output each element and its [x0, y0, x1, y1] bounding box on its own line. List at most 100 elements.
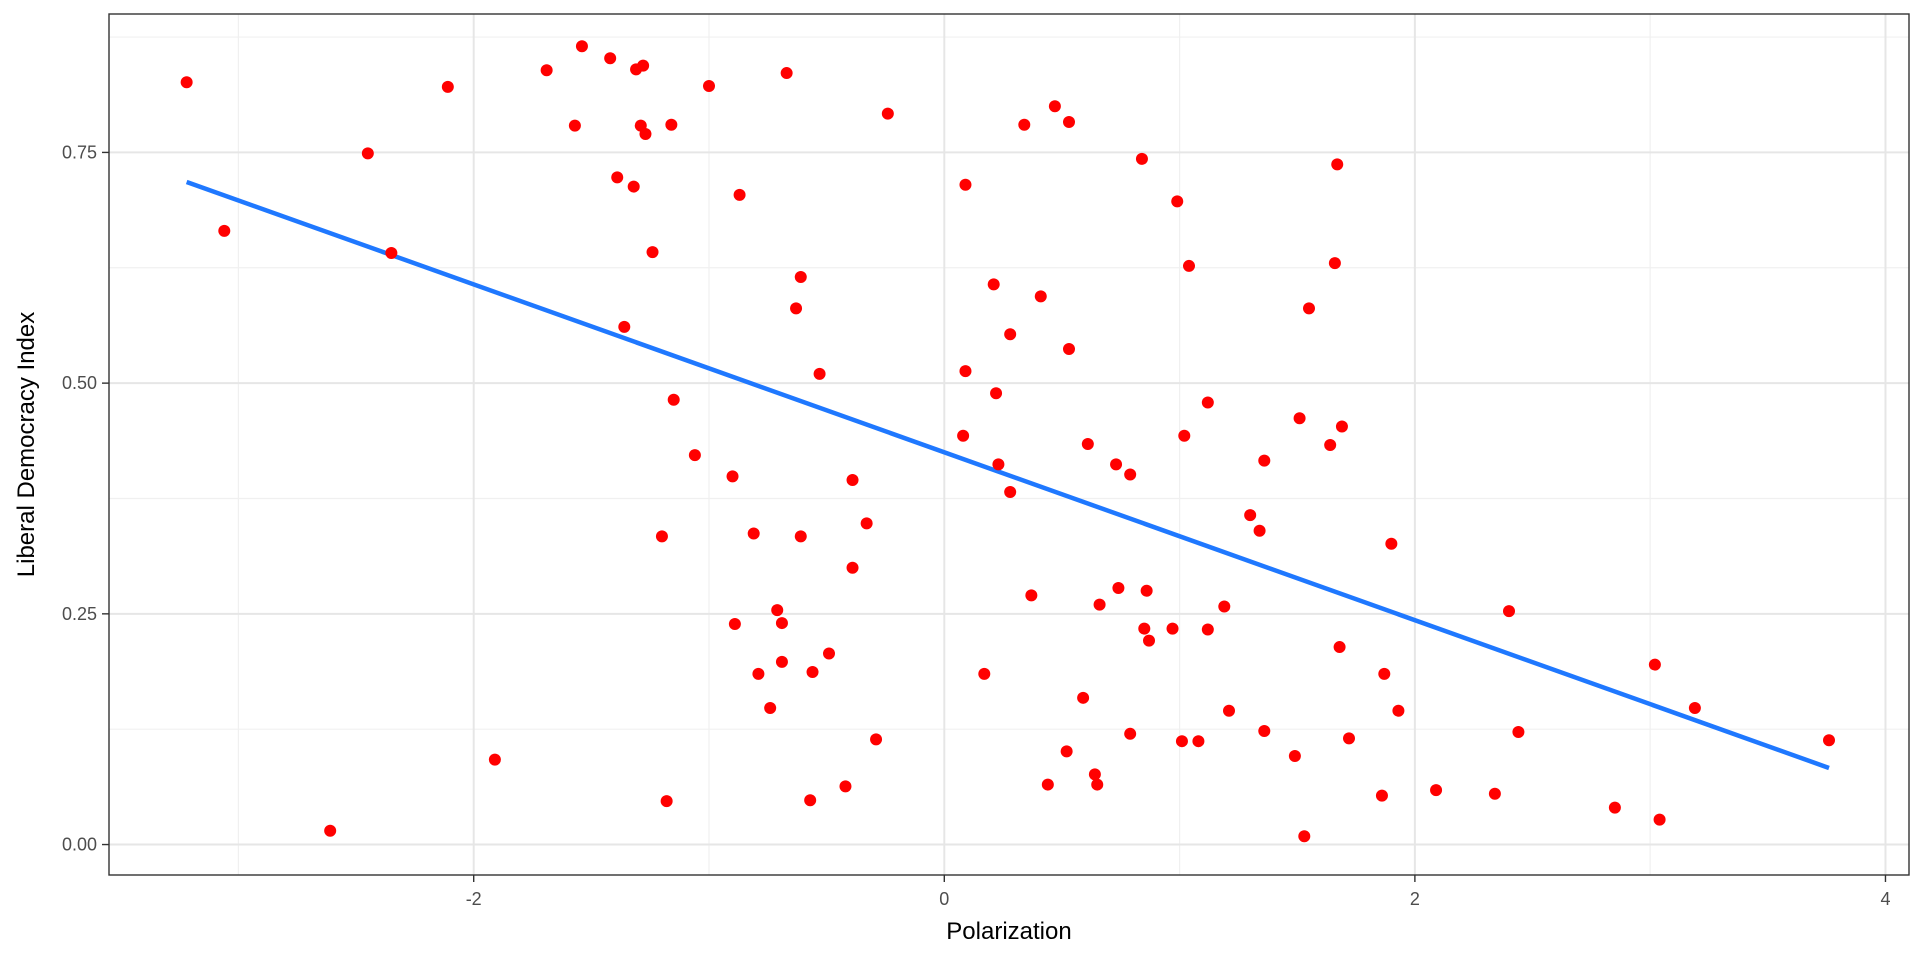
data-point — [1004, 486, 1017, 499]
data-point — [752, 667, 765, 680]
data-point — [990, 387, 1003, 400]
data-point — [1175, 735, 1188, 748]
data-point — [1018, 118, 1031, 131]
y-tick-label: 0.25 — [62, 604, 97, 624]
data-point — [764, 701, 777, 714]
data-point — [1293, 412, 1306, 425]
data-point — [667, 393, 680, 406]
data-point — [646, 246, 659, 259]
data-point — [655, 530, 668, 543]
data-point — [771, 604, 784, 617]
data-points — [180, 40, 1835, 843]
data-point — [1110, 458, 1123, 471]
data-point — [1171, 195, 1184, 208]
data-point — [1004, 328, 1017, 341]
data-point — [1823, 734, 1835, 747]
data-point — [611, 171, 624, 184]
data-point — [775, 617, 788, 630]
data-point — [1060, 745, 1073, 758]
data-point — [733, 188, 746, 201]
data-point — [488, 753, 501, 766]
data-point — [1025, 589, 1038, 602]
data-point — [1288, 749, 1301, 762]
data-point — [1088, 768, 1101, 781]
data-point — [1178, 429, 1191, 442]
data-point — [1063, 115, 1075, 128]
x-tick-label: 0 — [939, 889, 949, 909]
data-point — [747, 527, 760, 540]
data-point — [1331, 158, 1344, 171]
data-point — [957, 429, 970, 442]
data-point — [1093, 598, 1106, 611]
data-point — [1303, 302, 1315, 315]
data-point — [978, 667, 991, 680]
data-point — [361, 147, 374, 160]
y-tick-label: 0.00 — [62, 835, 97, 855]
data-point — [1378, 667, 1391, 680]
major-gridlines — [109, 14, 1909, 875]
data-point — [618, 320, 631, 333]
data-point — [959, 365, 972, 378]
data-point — [688, 449, 701, 462]
data-point — [1124, 727, 1137, 740]
y-tick-label: 0.75 — [62, 142, 97, 162]
data-point — [1258, 725, 1271, 738]
data-point — [1430, 784, 1443, 797]
panel-border — [108, 13, 1910, 876]
y-axis-ticks: 0.00 0.25 0.50 0.75 — [62, 142, 109, 855]
data-point — [627, 180, 640, 193]
data-point — [1143, 634, 1155, 647]
x-axis-title: Polarization — [946, 918, 1071, 945]
data-point — [1223, 704, 1235, 717]
data-point — [703, 79, 715, 92]
data-point — [992, 458, 1005, 471]
data-point — [794, 530, 807, 543]
data-point — [804, 794, 817, 807]
data-point — [987, 278, 1000, 291]
data-point — [1335, 420, 1348, 433]
data-point — [540, 64, 553, 77]
trend-line — [185, 179, 1830, 771]
data-point — [1653, 813, 1666, 826]
data-point — [1503, 605, 1515, 618]
data-point — [637, 59, 650, 72]
x-tick-label: -2 — [466, 889, 482, 909]
data-point — [728, 617, 741, 630]
data-point — [1063, 342, 1075, 355]
data-point — [660, 795, 673, 808]
data-point — [1688, 701, 1701, 714]
data-point — [1091, 778, 1104, 791]
minor-gridlines — [109, 14, 1909, 875]
data-point — [575, 40, 588, 53]
data-point — [1385, 537, 1398, 550]
data-point — [1201, 623, 1214, 636]
data-point — [1375, 789, 1388, 802]
data-point — [846, 474, 859, 487]
x-axis-ticks: -2 0 2 4 — [466, 875, 1890, 909]
data-point — [1488, 787, 1501, 800]
data-point — [813, 367, 826, 380]
data-point — [441, 80, 454, 93]
data-point — [1166, 622, 1179, 635]
trend-line-layer — [185, 179, 1830, 771]
data-point — [1512, 725, 1525, 738]
data-point — [1201, 396, 1214, 409]
data-point — [823, 647, 835, 660]
data-point — [1324, 438, 1337, 451]
data-point — [1048, 100, 1061, 113]
data-point — [639, 127, 652, 140]
data-point — [1081, 438, 1094, 451]
data-point — [806, 665, 819, 678]
data-point — [1077, 691, 1090, 704]
data-point — [839, 780, 852, 793]
data-point — [881, 107, 894, 120]
data-point — [794, 271, 807, 284]
data-point — [1192, 735, 1205, 748]
data-point — [665, 118, 678, 131]
data-point — [870, 733, 883, 746]
data-point — [1183, 259, 1195, 272]
y-tick-label: 0.50 — [62, 373, 97, 393]
data-point — [1218, 600, 1231, 613]
